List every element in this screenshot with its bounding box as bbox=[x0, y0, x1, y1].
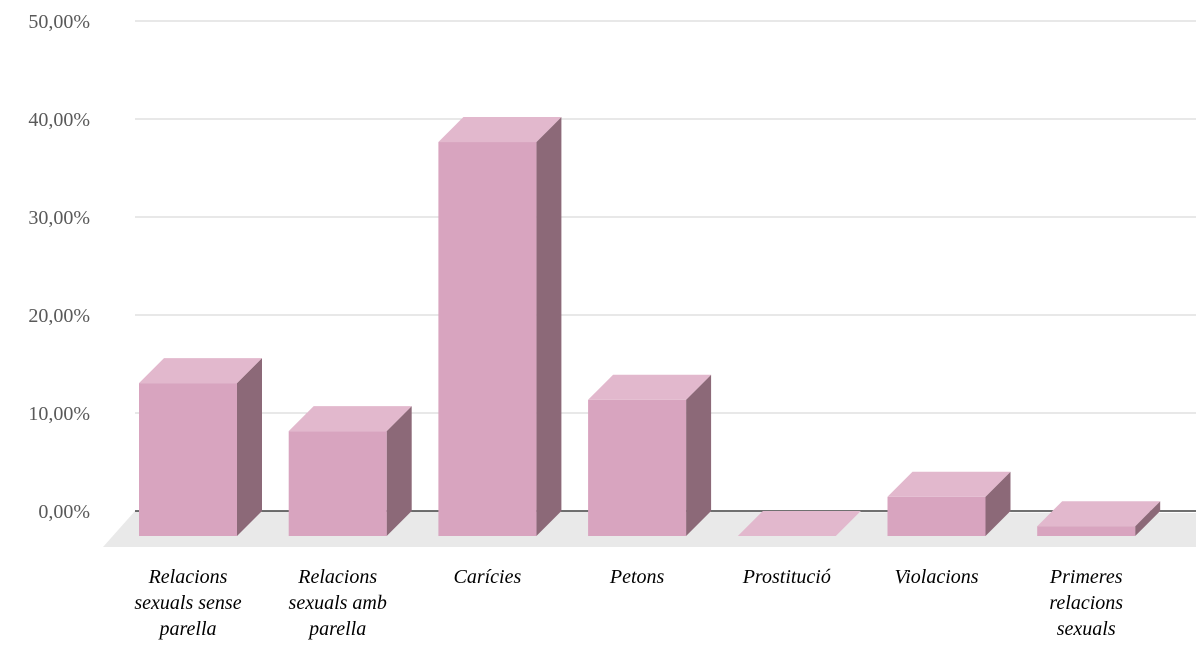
bar-front bbox=[588, 399, 687, 536]
y-tick-label: 40,00% bbox=[28, 109, 90, 131]
bar bbox=[1037, 501, 1161, 536]
x-tick-label: Prostitució bbox=[742, 566, 831, 588]
bar bbox=[438, 117, 562, 537]
x-axis-labels: Relacions sexuals sense parella Relacions se… bbox=[134, 566, 1123, 640]
y-tick-label: 10,00% bbox=[28, 403, 90, 425]
bar-side bbox=[536, 117, 562, 536]
bar-front bbox=[438, 142, 537, 537]
bar bbox=[288, 406, 412, 536]
x-tick-label: Relacions sexuals amb parella bbox=[289, 566, 387, 640]
bar-top bbox=[737, 511, 861, 536]
bar bbox=[139, 358, 262, 536]
bar-side bbox=[386, 406, 412, 536]
x-tick-label: Relacions sexuals sense parella bbox=[134, 566, 241, 640]
bar-top bbox=[288, 406, 412, 432]
bars bbox=[139, 117, 1161, 537]
bar-top bbox=[588, 374, 712, 400]
y-tick-label: 0,00% bbox=[38, 501, 90, 523]
bar-top bbox=[887, 471, 1011, 497]
y-tick-label: 30,00% bbox=[28, 207, 90, 229]
x-tick-label: Primeres relacions sexuals bbox=[1049, 566, 1123, 640]
bar-front bbox=[1037, 526, 1136, 536]
bar-front bbox=[887, 496, 986, 536]
bar-front bbox=[139, 383, 237, 536]
bar-top bbox=[1037, 501, 1161, 527]
bar-side bbox=[985, 471, 1011, 536]
y-tick-label: 50,00% bbox=[28, 11, 90, 33]
x-tick-label: Carícies bbox=[454, 566, 522, 588]
bar-front bbox=[288, 431, 387, 536]
bar bbox=[887, 471, 1011, 536]
bar-side bbox=[1135, 501, 1161, 536]
y-tick-label: 20,00% bbox=[28, 305, 90, 327]
y-axis-ticks: 0,00% 10,00% 20,00% 30,00% 40,00% 50,00% bbox=[28, 11, 90, 523]
x-tick-label: Violacions bbox=[894, 566, 978, 588]
x-tick-label: Petons bbox=[609, 566, 665, 588]
bar-side bbox=[686, 374, 712, 536]
bar bbox=[737, 511, 861, 536]
bar-top bbox=[438, 117, 562, 143]
bar-side bbox=[237, 358, 262, 536]
bar-top bbox=[139, 358, 262, 384]
bar bbox=[588, 374, 712, 536]
